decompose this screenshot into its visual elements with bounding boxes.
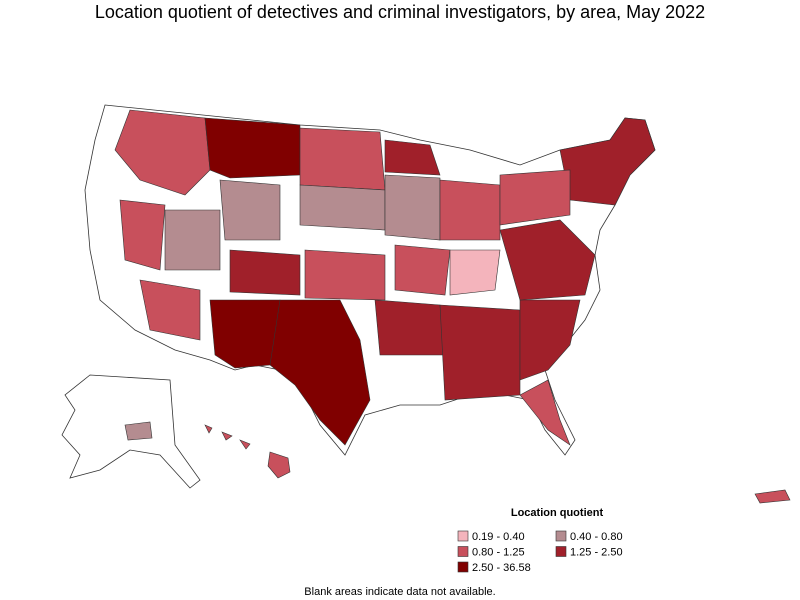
map-area: [267, 451, 291, 479]
map-area: [204, 117, 301, 179]
legend-label: 0.19 - 0.40: [472, 531, 525, 543]
map-area: [374, 299, 446, 356]
map-area: [384, 174, 441, 241]
alaska-region: [124, 421, 153, 441]
map-area: [394, 244, 451, 296]
legend-label: 0.80 - 1.25: [472, 547, 525, 559]
map-area: [439, 304, 521, 401]
legend-swatch: [457, 546, 469, 557]
map-area: [119, 199, 166, 271]
legend-items: 0.19 - 0.40 0.40 - 0.80 0.80 - 1.25 1.25 - …: [457, 530, 623, 574]
legend-label: 1.25 - 2.50: [570, 547, 623, 559]
puerto-rico: [754, 489, 791, 504]
map-title: Location quotient of detectives and crim…: [95, 2, 705, 22]
legend-label: 2.50 - 36.58: [472, 562, 531, 574]
legend-swatch: [555, 530, 567, 542]
legend: Location quotient 0.19 - 0.40 0.40 - 0.80…: [457, 507, 623, 574]
map-area: [384, 139, 441, 176]
map-area: [204, 424, 213, 434]
map-area: [519, 299, 581, 381]
map-area: [221, 431, 233, 441]
map-area: [164, 209, 221, 271]
map-regions: [114, 109, 656, 446]
map-area: [304, 249, 386, 301]
map-area: [219, 179, 281, 241]
legend-swatch: [457, 561, 469, 573]
legend-label: 0.40 - 0.80: [570, 531, 623, 543]
map-area: [209, 299, 281, 369]
map-area: [439, 179, 501, 241]
map-area: [559, 117, 656, 206]
hawaii: [204, 424, 291, 479]
map-area: [519, 379, 571, 446]
legend-swatch: [457, 530, 469, 542]
map-area: [239, 439, 251, 450]
legend-title: Location quotient: [511, 507, 604, 519]
map-area: [499, 169, 571, 226]
map-area: [299, 127, 386, 191]
legend-swatch: [555, 546, 567, 557]
map-area: [229, 249, 301, 296]
map-area: [139, 279, 201, 341]
map-area: [299, 184, 386, 231]
map-area: [499, 219, 596, 301]
note: Blank areas indicate data not available.: [304, 586, 495, 598]
map-area: [449, 249, 501, 296]
